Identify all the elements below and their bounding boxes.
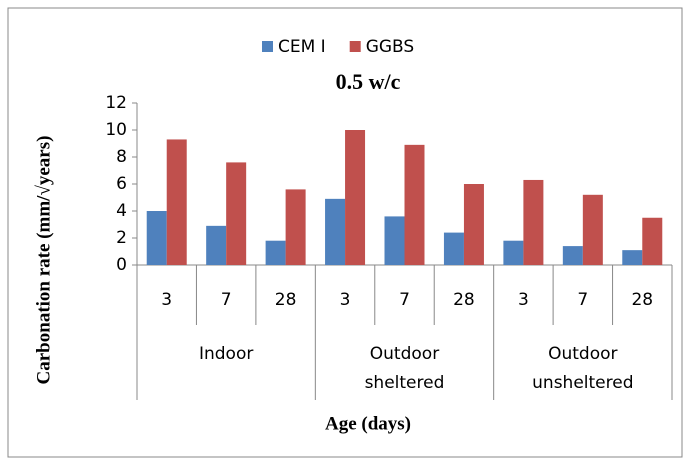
legend-label: CEM I xyxy=(278,37,326,57)
legend-label: GGBS xyxy=(366,37,415,57)
category-group-label: Indoor xyxy=(198,344,254,364)
x-tick-label: 7 xyxy=(399,290,410,310)
category-group-label: Outdoor unsheltered xyxy=(532,344,634,393)
bar xyxy=(622,250,643,265)
bar xyxy=(285,189,306,265)
x-tick-label: 3 xyxy=(340,290,351,310)
bar xyxy=(265,240,286,265)
y-tick-label: 10 xyxy=(105,120,127,140)
bar xyxy=(166,139,187,265)
x-tick-label: 28 xyxy=(631,290,653,310)
bar xyxy=(463,184,484,265)
bar xyxy=(404,144,425,265)
bar xyxy=(642,217,663,265)
bar xyxy=(503,240,524,265)
y-tick-label: 8 xyxy=(116,147,127,167)
bar xyxy=(523,179,544,265)
x-tick-label: 3 xyxy=(161,290,172,310)
x-tick-label: 28 xyxy=(275,290,297,310)
bar xyxy=(325,198,346,265)
x-tick-label: 7 xyxy=(221,290,232,310)
y-tick-label: 6 xyxy=(116,174,127,194)
bar xyxy=(582,194,603,265)
x-tick-label: 28 xyxy=(453,290,475,310)
x-tick-label: 3 xyxy=(518,290,529,310)
y-tick-label: 12 xyxy=(105,93,127,113)
bar xyxy=(146,211,167,265)
bar xyxy=(226,162,247,265)
legend-swatch xyxy=(262,41,273,52)
bar xyxy=(345,130,366,265)
chart-title: 0.5 w/c xyxy=(336,69,401,94)
bar xyxy=(384,216,405,265)
bar xyxy=(443,232,464,265)
legend-swatch xyxy=(349,41,361,52)
x-tick-label: 7 xyxy=(577,290,588,310)
y-tick-label: 2 xyxy=(116,228,127,248)
category-group-label: Outdoor sheltered xyxy=(364,344,445,393)
x-axis-label: Age (days) xyxy=(325,413,411,434)
bar xyxy=(562,246,583,265)
y-axis-label: Carbonation rate (mm/√years) xyxy=(33,136,54,385)
y-tick-label: 0 xyxy=(116,255,127,275)
bar xyxy=(206,225,227,265)
y-tick-label: 4 xyxy=(116,201,127,221)
